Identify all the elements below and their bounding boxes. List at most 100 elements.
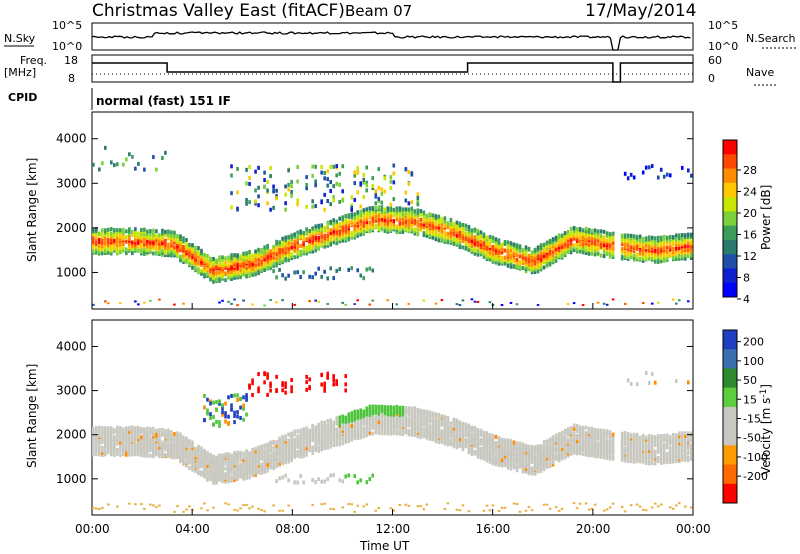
velocity-pixel	[95, 439, 98, 444]
velocity-pixel	[128, 438, 131, 443]
velocity-pixel	[158, 428, 161, 433]
velocity-pixel	[497, 462, 501, 467]
power-pixel	[644, 252, 648, 257]
velocity-pixel	[146, 450, 149, 455]
velocity-pixel	[446, 437, 450, 442]
power-pixel	[236, 304, 239, 307]
velocity-pixel	[350, 411, 354, 416]
power-pixel	[449, 239, 453, 244]
power-pixel	[395, 228, 399, 233]
power-pixel	[329, 266, 332, 271]
velocity-pixel	[197, 469, 200, 474]
power-pixel	[653, 243, 657, 248]
power-pixel	[104, 145, 107, 150]
velocity-pixel	[359, 478, 363, 483]
power-pixel	[434, 229, 438, 234]
power-pixel	[413, 209, 417, 214]
velocity-pixel	[101, 451, 104, 456]
date-label: 17/May/2014	[585, 1, 697, 21]
velocity-pixel	[227, 461, 230, 466]
power-pixel	[371, 176, 375, 181]
power-pixel	[236, 265, 239, 270]
velocity-pixel	[254, 452, 257, 457]
power-pixel	[257, 165, 260, 170]
power-pixel	[395, 217, 399, 222]
power-pixel	[398, 219, 402, 224]
velocity-pixel	[410, 425, 414, 430]
velocity-pixel	[401, 430, 405, 435]
power-pixel	[182, 302, 185, 305]
power-pixel	[668, 240, 672, 245]
power-pixel	[281, 236, 284, 241]
colorbar-tick-label: 16	[743, 229, 757, 242]
velocity-pixel	[461, 425, 465, 430]
velocity-pixel	[428, 416, 432, 421]
power-pixel	[647, 256, 651, 261]
velocity-pixel	[506, 465, 510, 470]
velocity-pixel	[347, 419, 351, 424]
power-pixel	[284, 240, 287, 245]
velocity-pixel	[518, 456, 522, 461]
power-pixel	[263, 170, 266, 175]
velocity-pixel	[161, 427, 164, 432]
power-pixel	[284, 276, 287, 281]
velocity-pixel	[263, 443, 266, 448]
power-pixel	[359, 204, 363, 209]
velocity-pixel	[152, 434, 155, 439]
power-pixel	[296, 165, 299, 170]
power-pixel	[536, 304, 540, 307]
power-pixel	[305, 245, 308, 250]
velocity-pixel	[527, 450, 531, 455]
power-pixel	[278, 242, 281, 247]
velocity-pixel	[440, 419, 444, 424]
velocity-pixel	[155, 506, 158, 509]
velocity-pixel	[251, 378, 254, 383]
power-pixel	[413, 229, 417, 234]
velocity-pixel	[458, 509, 462, 512]
power-pixel	[275, 263, 278, 268]
power-pixel	[335, 230, 339, 235]
velocity-pixel	[368, 404, 372, 409]
power-pixel	[644, 257, 648, 262]
power-pixel	[296, 240, 299, 245]
power-pixel	[524, 250, 528, 255]
velocity-pixel	[266, 392, 269, 397]
velocity-pixel	[143, 427, 146, 432]
velocity-pixel	[530, 448, 534, 453]
velocity-pixel	[338, 422, 342, 427]
power-pixel	[452, 228, 456, 233]
velocity-pixel	[371, 473, 375, 478]
velocity-pixel	[233, 456, 236, 461]
velocity-pixel	[470, 452, 474, 457]
power-pixel	[161, 155, 164, 160]
power-pixel	[506, 253, 510, 258]
velocity-pixel	[269, 446, 272, 451]
power-pixel	[689, 253, 693, 258]
power-pixel	[623, 242, 627, 247]
power-pixel	[485, 249, 489, 254]
velocity-pixel	[428, 428, 432, 433]
power-pixel	[434, 222, 438, 227]
velocity-pixel	[251, 466, 254, 471]
power-pixel	[272, 248, 275, 253]
power-pixel	[92, 228, 95, 233]
velocity-pixel	[497, 457, 501, 462]
colorbar-tick-label: 28	[743, 164, 757, 177]
power-pixel	[257, 265, 260, 270]
velocity-pixel	[326, 419, 329, 424]
power-pixel	[440, 237, 444, 242]
power-pixel	[344, 218, 348, 223]
velocity-pixel	[248, 475, 251, 480]
velocity-pixel	[281, 438, 284, 443]
power-pixel	[593, 238, 597, 243]
velocity-pixel	[401, 416, 405, 421]
velocity-pixel	[365, 480, 369, 485]
power-pixel	[590, 228, 594, 233]
power-pixel	[152, 235, 155, 240]
power-pixel	[200, 250, 203, 255]
power-pixel	[194, 255, 197, 260]
velocity-pixel	[185, 442, 188, 447]
velocity-pixel	[203, 502, 206, 505]
velocity-pixel	[500, 440, 504, 445]
power-pixel	[386, 222, 390, 227]
